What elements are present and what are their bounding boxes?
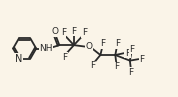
- Text: F: F: [130, 45, 135, 54]
- Text: F: F: [115, 39, 120, 48]
- Text: NH: NH: [39, 44, 53, 53]
- Text: F: F: [128, 68, 133, 77]
- Text: F: F: [90, 61, 95, 70]
- Text: O: O: [52, 27, 59, 36]
- Text: F: F: [62, 53, 68, 62]
- Text: O: O: [86, 42, 93, 51]
- Text: N: N: [15, 54, 22, 64]
- Text: F: F: [100, 39, 106, 48]
- Text: F: F: [71, 27, 77, 36]
- Text: F: F: [61, 28, 66, 37]
- Text: F: F: [125, 49, 130, 58]
- Text: F: F: [82, 28, 87, 37]
- Text: F: F: [114, 62, 119, 71]
- Text: F: F: [139, 55, 145, 64]
